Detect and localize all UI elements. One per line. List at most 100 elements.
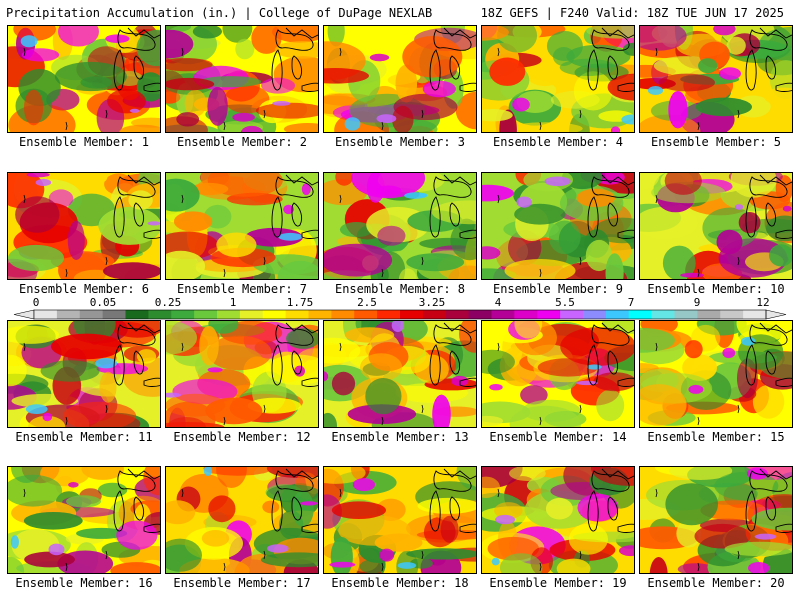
water-feature	[539, 121, 542, 131]
precip-field	[324, 26, 476, 132]
precip-contour	[166, 58, 213, 72]
precip-contour	[62, 401, 137, 427]
precip-contour	[207, 86, 228, 126]
precip-core	[619, 545, 634, 557]
precip-core	[482, 246, 501, 260]
precip-core	[301, 183, 311, 196]
precip-contour	[110, 562, 160, 573]
colorbar-swatch	[674, 310, 698, 319]
chart-title: Precipitation Accumulation (in.) | Colle…	[6, 6, 433, 20]
lake-outline	[113, 49, 125, 91]
colorbar-swatch	[560, 310, 584, 319]
precip-contour	[640, 26, 687, 51]
precip-contour	[166, 393, 226, 417]
precip-contour	[738, 212, 761, 234]
precip-contour	[769, 244, 792, 267]
ensemble-member-label: Ensemble Member: 12	[173, 430, 311, 444]
precip-contour	[166, 321, 197, 355]
precip-contour	[365, 378, 402, 415]
lake-outline	[775, 523, 792, 533]
ensemble-member-map	[7, 466, 161, 574]
water-feature	[23, 194, 26, 204]
precip-contour	[136, 29, 160, 67]
water-feature	[697, 121, 700, 131]
water-feature	[65, 562, 68, 572]
precip-core	[719, 67, 741, 80]
colorbar-left-arrow	[13, 309, 35, 320]
precip-contour	[640, 206, 698, 240]
precip-field	[166, 321, 318, 427]
lake-outline	[285, 174, 318, 186]
lake-outline	[449, 202, 461, 227]
precip-contour	[136, 349, 157, 364]
precip-contour	[359, 559, 386, 573]
lake-outline	[271, 196, 283, 238]
precip-contour	[23, 512, 83, 530]
precip-contour	[8, 325, 60, 344]
precip-field	[8, 26, 160, 132]
precip-contour	[50, 333, 123, 360]
lake-outline	[301, 82, 318, 92]
ensemble-member-map	[481, 25, 635, 133]
lake-outline	[127, 468, 160, 480]
precip-contour	[40, 360, 100, 382]
lake-outline	[271, 49, 283, 91]
lake-outline	[291, 202, 303, 227]
precip-contour	[324, 467, 366, 484]
precip-field	[640, 467, 792, 573]
lake-outline	[143, 82, 160, 92]
precip-contour	[28, 415, 66, 427]
precip-field	[8, 467, 160, 573]
water-feature	[339, 194, 342, 204]
precip-contour	[67, 220, 85, 260]
precip-contour	[414, 354, 449, 384]
precip-contour	[752, 384, 785, 419]
water-feature	[579, 404, 582, 414]
precip-core	[722, 347, 736, 359]
precip-field	[166, 26, 318, 132]
precip-contour	[331, 501, 386, 519]
lake-outline	[459, 82, 476, 92]
lake-outline	[133, 202, 145, 227]
lake-outline	[429, 490, 441, 532]
lake-outline	[745, 490, 757, 532]
precip-contour	[331, 371, 356, 396]
precip-contour	[601, 321, 634, 334]
precip-core	[203, 467, 212, 477]
ensemble-member-map	[7, 25, 161, 133]
precip-contour	[128, 190, 153, 210]
precip-contour	[576, 188, 616, 208]
precip-core	[300, 501, 318, 506]
precip-core	[734, 204, 744, 210]
precip-contour	[431, 200, 476, 225]
lake-outline	[127, 174, 160, 186]
precip-core	[324, 371, 329, 382]
colorbar-swatch	[56, 310, 81, 319]
precip-contour	[585, 239, 613, 272]
precip-field	[166, 467, 318, 573]
precip-contour	[514, 321, 543, 339]
water-feature	[381, 268, 384, 278]
precip-contour	[8, 556, 25, 573]
ensemble-member-label: Ensemble Member: 5	[650, 135, 782, 149]
precip-contour	[173, 211, 213, 232]
colorbar-swatch	[217, 310, 241, 319]
lake-outline	[587, 196, 599, 238]
precip-contour	[222, 26, 253, 43]
ensemble-member-map	[639, 466, 793, 574]
water-feature	[497, 488, 500, 498]
precip-contour	[392, 105, 414, 132]
water-feature	[223, 121, 226, 131]
precip-contour	[8, 354, 27, 387]
precip-contour	[335, 173, 354, 186]
colorbar-swatch	[651, 310, 675, 319]
ensemble-member-map	[481, 466, 635, 574]
precip-contour	[292, 490, 314, 527]
ensemble-member-label: Ensemble Member: 17	[173, 576, 311, 590]
ensemble-member-map	[639, 320, 793, 428]
precip-core	[375, 185, 402, 197]
precip-core	[369, 53, 390, 62]
ensemble-member-label: Ensemble Member: 9	[492, 282, 624, 296]
colorbar-swatch	[491, 310, 515, 319]
precip-contour	[677, 563, 714, 573]
